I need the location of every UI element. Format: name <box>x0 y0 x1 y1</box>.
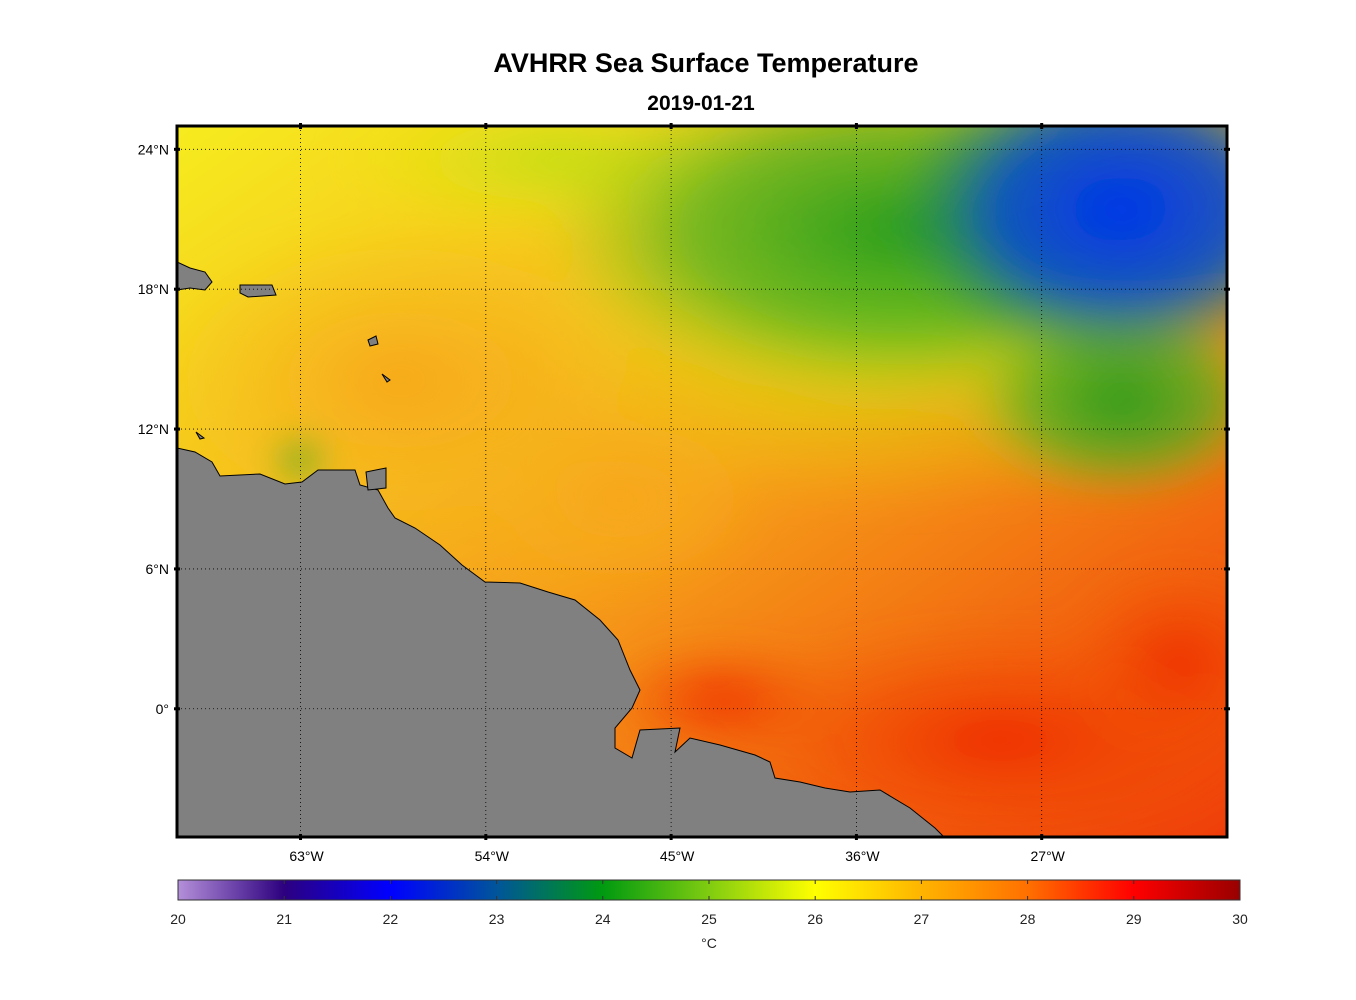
colorbar-tick-label: 20 <box>170 911 186 927</box>
colorbar-unit: °C <box>701 935 717 951</box>
colorbar-tick-label: 23 <box>489 911 505 927</box>
colorbar-tick-label: 22 <box>383 911 399 927</box>
map-frame <box>175 124 1229 839</box>
small-island-a <box>367 335 379 347</box>
colorbar-tick-label: 29 <box>1126 911 1142 927</box>
colorbar-ticks: 20 21 22 23 24 25 26 27 28 29 30 <box>170 880 1248 927</box>
small-island-b <box>381 373 391 383</box>
colorbar: 20 21 22 23 24 25 26 27 28 29 30 °C <box>170 879 1248 951</box>
trinidad-island <box>365 467 387 491</box>
latitude-labels: 24°N 18°N 12°N 6°N 0° <box>138 141 169 716</box>
map-subtitle: 2019-01-21 <box>647 92 755 115</box>
colorbar-tick-label: 21 <box>276 911 292 927</box>
lon-tick-label: 63°W <box>289 848 324 864</box>
colorbar-tick-label: 24 <box>595 911 611 927</box>
colorbar-tick-label: 30 <box>1232 911 1248 927</box>
colorbar-tick-label: 26 <box>807 911 823 927</box>
colorbar-tick-label: 27 <box>914 911 930 927</box>
lat-tick-label: 12°N <box>138 421 169 437</box>
south-america-land <box>177 447 945 837</box>
puerto-rico-island <box>239 284 277 298</box>
lon-tick-label: 36°W <box>845 848 880 864</box>
lat-tick-label: 18°N <box>138 281 169 297</box>
lat-tick-label: 24°N <box>138 141 169 157</box>
map-title: AVHRR Sea Surface Temperature <box>493 48 919 78</box>
longitude-labels: 63°W 54°W 45°W 36°W 27°W <box>289 848 1065 864</box>
lat-tick-label: 6°N <box>146 561 170 577</box>
lon-tick-label: 27°W <box>1031 848 1066 864</box>
lon-tick-label: 54°W <box>475 848 510 864</box>
colorbar-tick-label: 28 <box>1020 911 1036 927</box>
lat-tick-label: 0° <box>156 701 169 717</box>
small-island-c <box>195 431 206 440</box>
land-masses <box>177 261 945 837</box>
lon-tick-label: 45°W <box>660 848 695 864</box>
colorbar-tick-label: 25 <box>701 911 717 927</box>
